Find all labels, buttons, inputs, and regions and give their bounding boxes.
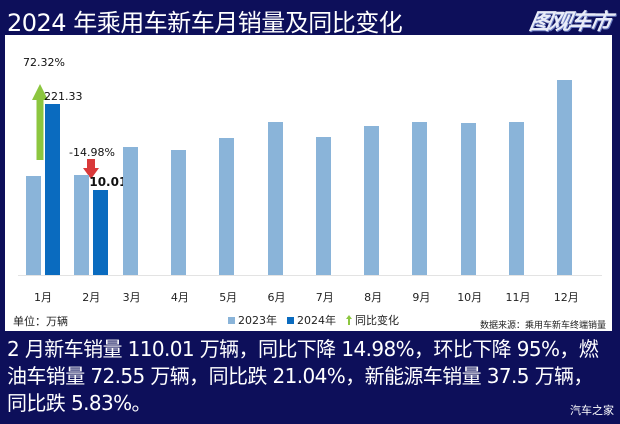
legend-swatch-2023 [228, 316, 235, 324]
watermark: 汽车之家 [570, 404, 614, 417]
feb-2024-value-label: 110.01 [81, 175, 128, 189]
bar-2023-8 [364, 126, 380, 275]
legend-item-yoy: 同比变化 [346, 312, 399, 328]
feb-yoy-label: -14.98% [69, 146, 115, 159]
bar-2023-1 [26, 175, 41, 275]
bar-2023-11 [509, 122, 524, 275]
summary-text: 2 月新车销量 110.01 万辆，同比下降 14.98%，环比下降 95%，燃… [7, 337, 599, 415]
x-tick-label: 9月 [412, 291, 431, 304]
x-tick-label: 11月 [505, 291, 531, 304]
bar-2023-6 [267, 122, 283, 275]
title-bar: 2024 年乘用车新车月销量及同比变化 图观车市 [0, 0, 620, 37]
x-tick-label: 6月 [267, 291, 286, 304]
legend-label-yoy: 同比变化 [355, 314, 399, 327]
x-tick-label: 12月 [553, 291, 579, 304]
legend-item-2023: 2023年 [228, 312, 277, 328]
bar-2024-2 [93, 190, 109, 275]
yoy-up-arrow-icon [32, 84, 48, 160]
x-tick-label: 8月 [364, 291, 383, 304]
legend-item-2024: 2024年 [287, 312, 336, 328]
bar-2023-5 [219, 138, 235, 275]
bar-2024-1 [45, 104, 60, 275]
x-tick-label: 5月 [219, 291, 238, 304]
bar-2023-12 [557, 80, 573, 275]
legend-label-2023: 2023年 [238, 314, 277, 327]
unit-label: 单位：万辆 [13, 315, 68, 328]
legend-up-arrow-icon [346, 315, 352, 325]
page-title: 2024 年乘用车新车月销量及同比变化 [7, 9, 403, 37]
x-tick-label: 3月 [122, 291, 141, 304]
bar-2023-3 [122, 147, 138, 275]
x-tick-label: 10月 [457, 291, 483, 304]
jan-yoy-label: 72.32% [23, 56, 65, 69]
yoy-down-arrow-icon [83, 159, 99, 179]
jan-2024-value-label: 221.33 [44, 90, 83, 103]
x-tick-label: 7月 [315, 291, 334, 304]
x-tick-label: 2月 [82, 291, 101, 304]
chart-legend: 2023年 2024年 同比变化 [228, 312, 399, 328]
bar-2023-7 [315, 137, 331, 275]
data-source-label: 数据来源：乘用车新车终端销量 [479, 321, 606, 331]
x-axis-line [18, 275, 602, 276]
x-tick-label: 4月 [170, 291, 189, 304]
bar-2023-2 [74, 175, 90, 275]
legend-swatch-2024 [287, 316, 294, 324]
bar-2023-10 [460, 123, 476, 275]
legend-label-2024: 2024年 [297, 314, 336, 327]
x-tick-label: 1月 [34, 291, 52, 304]
brand-logo: 图观车市 [527, 10, 612, 35]
bar-2023-4 [170, 150, 186, 275]
bar-2023-9 [412, 122, 428, 275]
